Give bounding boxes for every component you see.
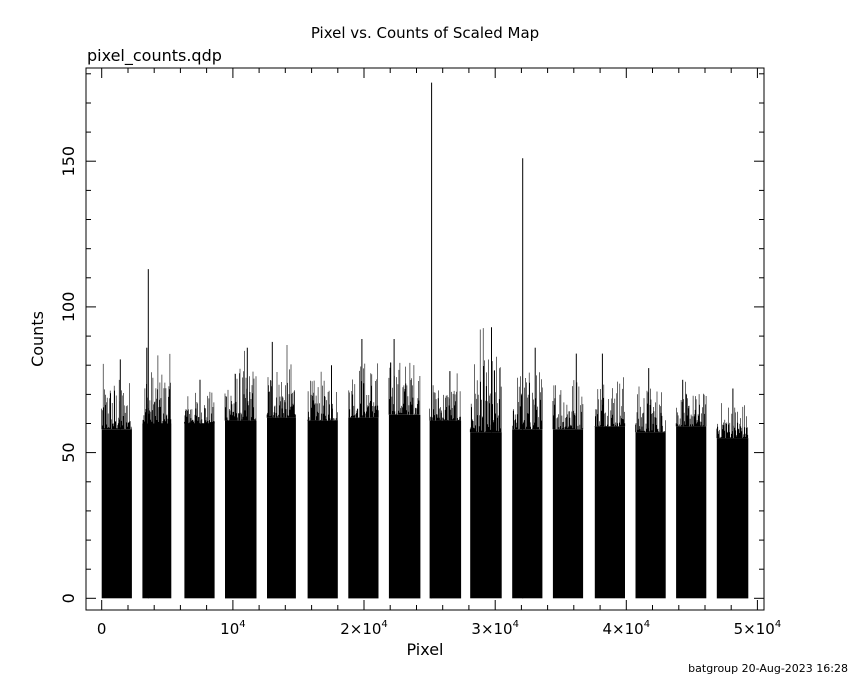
pixel-block-body <box>225 420 257 599</box>
pixel-block <box>429 371 462 599</box>
pixel-block <box>469 327 502 599</box>
pixel-block-body <box>388 414 421 599</box>
pixel-block-body <box>676 426 707 599</box>
pixel-block <box>142 347 172 599</box>
pixel-block <box>184 379 215 599</box>
footer-stamp: batgroup 20-Aug-2023 16:28 <box>688 662 848 675</box>
pixel-block-body <box>470 432 502 599</box>
x-tick-label: 2×104 <box>340 619 388 638</box>
tick-layer: 0 50 100 150 0 104 2×104 3×104 4×104 5×104 <box>59 68 781 638</box>
pixel-block <box>266 341 296 599</box>
pixel-block-spikes <box>469 328 502 433</box>
x-tick-label: 104 <box>220 619 245 638</box>
chart-subtitle: pixel_counts.qdp <box>87 46 222 66</box>
pixel-block <box>716 388 749 599</box>
y-tick-label: 0 <box>59 593 78 603</box>
pixel-block-spikes <box>675 381 707 427</box>
x-tick-label: 3×104 <box>471 619 519 638</box>
pixel-block <box>224 347 257 599</box>
y-tick-label: 150 <box>59 146 78 177</box>
pixel-block-spikes <box>511 372 543 430</box>
x-tick-label: 5×104 <box>734 619 782 638</box>
pixel-block-body <box>267 417 296 599</box>
pixel-block-spikes <box>635 386 666 433</box>
pixel-block-spikes <box>594 377 626 427</box>
pixel-block-body <box>429 420 462 599</box>
x-axis-label: Pixel <box>406 640 443 659</box>
pixel-block-body <box>348 417 379 599</box>
pixel-block-body <box>512 429 543 599</box>
pixel-block-spikes <box>552 380 584 430</box>
pixel-block <box>307 365 338 599</box>
pixel-block <box>635 368 666 599</box>
pixel-block-body <box>142 423 172 599</box>
pixel-block-spikes <box>184 391 215 424</box>
chart-title: Pixel vs. Counts of Scaled Map <box>311 24 539 42</box>
y-tick-label: 50 <box>59 442 78 462</box>
plot-frame <box>85 67 765 611</box>
pixel-block-body <box>101 429 132 599</box>
pixel-block <box>348 339 379 599</box>
pixel-block-spikes <box>429 373 461 421</box>
pixel-block-body <box>552 429 584 599</box>
pixel-block-spikes <box>266 345 296 418</box>
pixel-block-body <box>184 423 215 599</box>
pixel-block-spikes <box>348 363 379 418</box>
pixel-block-spikes <box>101 363 132 430</box>
pixel-block <box>511 347 543 599</box>
pixel-block-spikes <box>716 403 749 439</box>
data-layer <box>101 82 749 599</box>
pixel-block-spikes <box>224 350 257 421</box>
x-tick-label: 4×104 <box>603 619 651 638</box>
pixel-block <box>101 359 132 599</box>
pixel-block-body <box>307 420 338 599</box>
x-tick-label: 0 <box>97 620 107 638</box>
pixel-block-body <box>635 432 666 599</box>
pixel-block-spikes <box>307 371 338 421</box>
pixel-block <box>388 339 421 599</box>
y-tick-label: 100 <box>59 292 78 323</box>
pixel-block-body <box>594 426 625 599</box>
pixel-block <box>675 379 707 599</box>
pixel-block-body <box>716 438 749 599</box>
y-axis-label: Counts <box>28 311 47 367</box>
pixel-block <box>552 353 584 599</box>
pixel-block <box>594 353 626 599</box>
pixel-block-spikes <box>388 362 421 415</box>
